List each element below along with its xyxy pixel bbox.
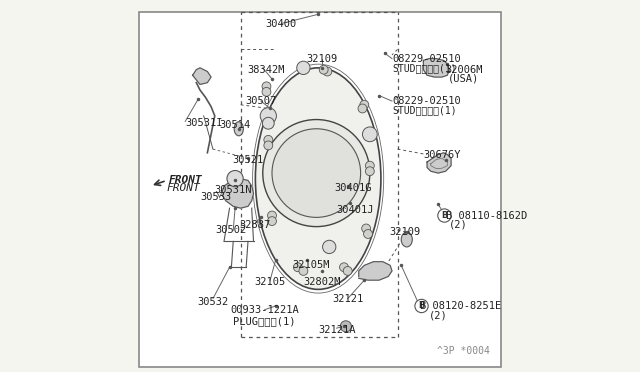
Text: 30502: 30502 — [216, 225, 247, 235]
Text: 08229-02510: 08229-02510 — [392, 54, 461, 64]
Text: ^3P *0004: ^3P *0004 — [437, 346, 490, 356]
Polygon shape — [427, 153, 451, 173]
Circle shape — [365, 167, 374, 176]
Text: 30514: 30514 — [220, 120, 251, 130]
Circle shape — [272, 129, 360, 217]
Circle shape — [297, 61, 310, 74]
Text: 32121A: 32121A — [318, 325, 355, 335]
Circle shape — [415, 299, 428, 312]
Text: 30521: 30521 — [232, 155, 264, 165]
Text: 30400: 30400 — [266, 19, 297, 29]
Text: B: B — [419, 301, 425, 311]
Circle shape — [264, 141, 273, 150]
Circle shape — [319, 65, 328, 74]
Text: 32802M: 32802M — [303, 277, 340, 287]
Circle shape — [262, 82, 271, 91]
Text: 30532: 30532 — [197, 297, 228, 307]
Circle shape — [263, 119, 370, 227]
FancyBboxPatch shape — [139, 13, 501, 367]
Ellipse shape — [401, 232, 412, 247]
Text: 32887: 32887 — [240, 220, 271, 230]
Ellipse shape — [234, 122, 243, 136]
Polygon shape — [222, 179, 253, 208]
Circle shape — [264, 135, 273, 144]
Text: 30533: 30533 — [200, 192, 231, 202]
Text: 32109: 32109 — [306, 54, 337, 64]
Circle shape — [299, 266, 308, 275]
Circle shape — [262, 117, 274, 129]
Text: 32121: 32121 — [332, 294, 364, 304]
Text: B: B — [441, 211, 447, 220]
Circle shape — [268, 217, 276, 225]
Text: 38342M: 38342M — [248, 65, 285, 75]
Circle shape — [323, 240, 336, 254]
Text: (USA): (USA) — [447, 74, 479, 84]
Text: B 08110-8162D: B 08110-8162D — [445, 211, 527, 221]
Text: 30531N: 30531N — [214, 185, 252, 195]
Text: PLUGプラグ(1): PLUGプラグ(1) — [234, 316, 296, 326]
Text: (2): (2) — [429, 310, 447, 320]
Circle shape — [438, 209, 451, 222]
Text: 32006M: 32006M — [445, 65, 483, 75]
Text: 30401G: 30401G — [335, 183, 372, 193]
Text: (2): (2) — [449, 220, 468, 230]
Polygon shape — [193, 68, 211, 84]
Text: FRONT: FRONT — [167, 183, 200, 193]
Circle shape — [362, 224, 371, 233]
Text: 32105: 32105 — [255, 277, 286, 287]
Circle shape — [343, 266, 352, 275]
Text: 30531I: 30531I — [185, 118, 223, 128]
Circle shape — [360, 100, 369, 109]
Circle shape — [364, 230, 372, 238]
Text: 08229-02510: 08229-02510 — [392, 96, 461, 106]
Circle shape — [323, 67, 332, 76]
Text: STUDスタッド(1): STUDスタッド(1) — [392, 63, 456, 73]
Circle shape — [227, 170, 243, 187]
Text: 30401J: 30401J — [337, 205, 374, 215]
Circle shape — [358, 104, 367, 113]
Circle shape — [268, 211, 276, 220]
Text: FRONT: FRONT — [168, 176, 202, 186]
Circle shape — [293, 263, 302, 272]
Circle shape — [365, 161, 374, 170]
Circle shape — [340, 321, 351, 332]
Text: B 08120-8251E: B 08120-8251E — [420, 301, 501, 311]
Polygon shape — [359, 262, 392, 280]
Polygon shape — [424, 59, 449, 77]
Circle shape — [262, 87, 271, 96]
Text: 00933-1221A: 00933-1221A — [230, 305, 299, 315]
Text: 32105M: 32105M — [292, 260, 330, 270]
Text: 30676Y: 30676Y — [423, 150, 461, 160]
Text: STUDスタッド(1): STUDスタッド(1) — [392, 105, 456, 115]
Circle shape — [340, 263, 348, 272]
Text: 30507: 30507 — [245, 96, 276, 106]
Circle shape — [362, 127, 377, 142]
Ellipse shape — [255, 68, 381, 289]
Circle shape — [260, 108, 276, 124]
Text: 32109: 32109 — [389, 227, 420, 237]
